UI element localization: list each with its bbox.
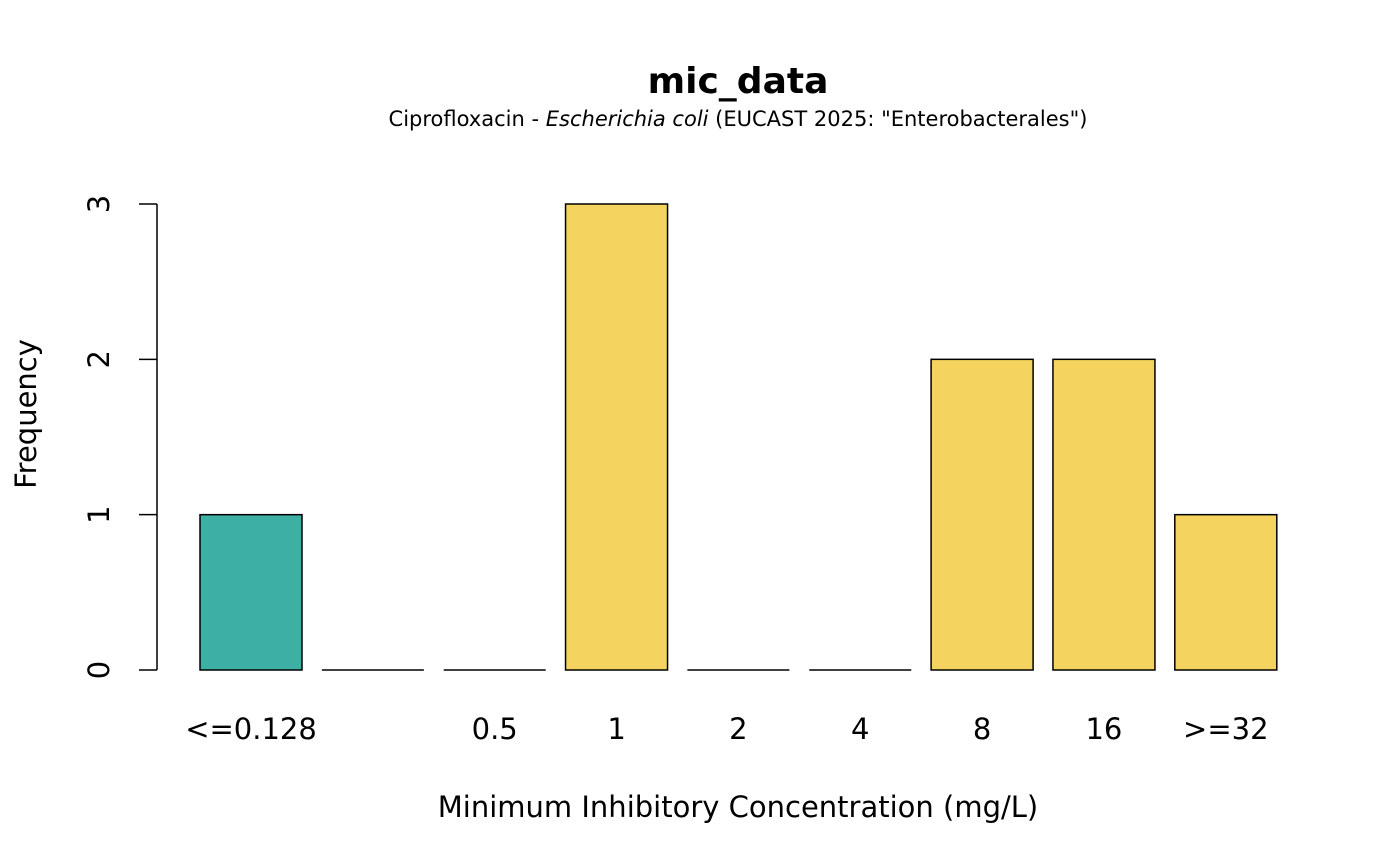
bars-group [199, 203, 1278, 671]
subtitle-organism: Escherichia coli [546, 107, 709, 131]
chart-title: mic_data [648, 61, 829, 102]
y-axis-title: Frequency [9, 339, 43, 489]
x-axis-title: Minimum Inhibitory Concentration (mg/L) [438, 790, 1038, 824]
x-tick-label-4: 2 [729, 712, 747, 746]
y-tick-label-1: 1 [82, 505, 116, 523]
chart-subtitle: Ciprofloxacin - Escherichia coli (EUCAST… [389, 107, 1088, 131]
subtitle-antibiotic: Ciprofloxacin - [389, 107, 546, 131]
x-tick-label-2: 0.5 [472, 712, 518, 746]
x-tick-label-0: <=0.128 [185, 712, 317, 746]
bar-0 [199, 513, 303, 671]
bar-7 [1052, 358, 1156, 671]
x-tick-label-7: 16 [1085, 712, 1122, 746]
subtitle-guideline: (EUCAST 2025: "Enterobacterales") [709, 107, 1088, 131]
x-tick-label-3: 1 [607, 712, 625, 746]
y-tick-label-3: 3 [82, 195, 116, 213]
x-tick-label-5: 4 [851, 712, 869, 746]
x-tick-label-8: >=32 [1183, 712, 1269, 746]
x-tick-labels: <=0.128 0.5 1 2 4 8 16 >=32 [185, 712, 1268, 746]
bar-8 [1174, 513, 1278, 671]
y-tick-label-0: 0 [82, 661, 116, 679]
y-axis: 0 1 2 3 [82, 195, 158, 679]
bar-6 [930, 358, 1034, 671]
x-tick-label-6: 8 [973, 712, 991, 746]
y-tick-label-2: 2 [82, 350, 116, 368]
bar-3 [564, 203, 669, 671]
